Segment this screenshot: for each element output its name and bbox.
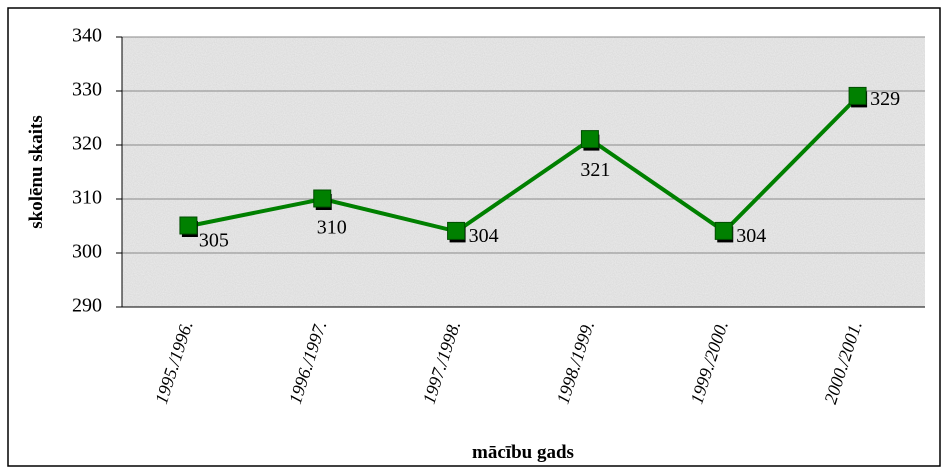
y-axis-title: skolēnu skaits (26, 115, 47, 229)
marker (848, 86, 867, 105)
marker (447, 221, 466, 240)
marker (313, 189, 332, 208)
data-label: 310 (317, 217, 347, 239)
marker (580, 130, 599, 149)
data-label: 304 (736, 225, 766, 247)
data-label: 304 (469, 225, 499, 247)
y-tick-label: 290 (72, 295, 102, 317)
y-tick-label: 340 (72, 25, 102, 47)
plot-area (122, 37, 925, 307)
data-label: 321 (580, 159, 610, 181)
marker (179, 216, 198, 235)
x-axis-title: mācību gads (472, 442, 574, 463)
y-tick-label: 330 (72, 79, 102, 101)
y-tick-label: 310 (72, 187, 102, 209)
marker (714, 221, 733, 240)
y-tick-label: 300 (72, 241, 102, 263)
y-tick-label: 320 (72, 133, 102, 155)
data-label: 305 (199, 230, 229, 252)
line-series (188, 94, 860, 234)
data-label: 329 (870, 88, 900, 110)
